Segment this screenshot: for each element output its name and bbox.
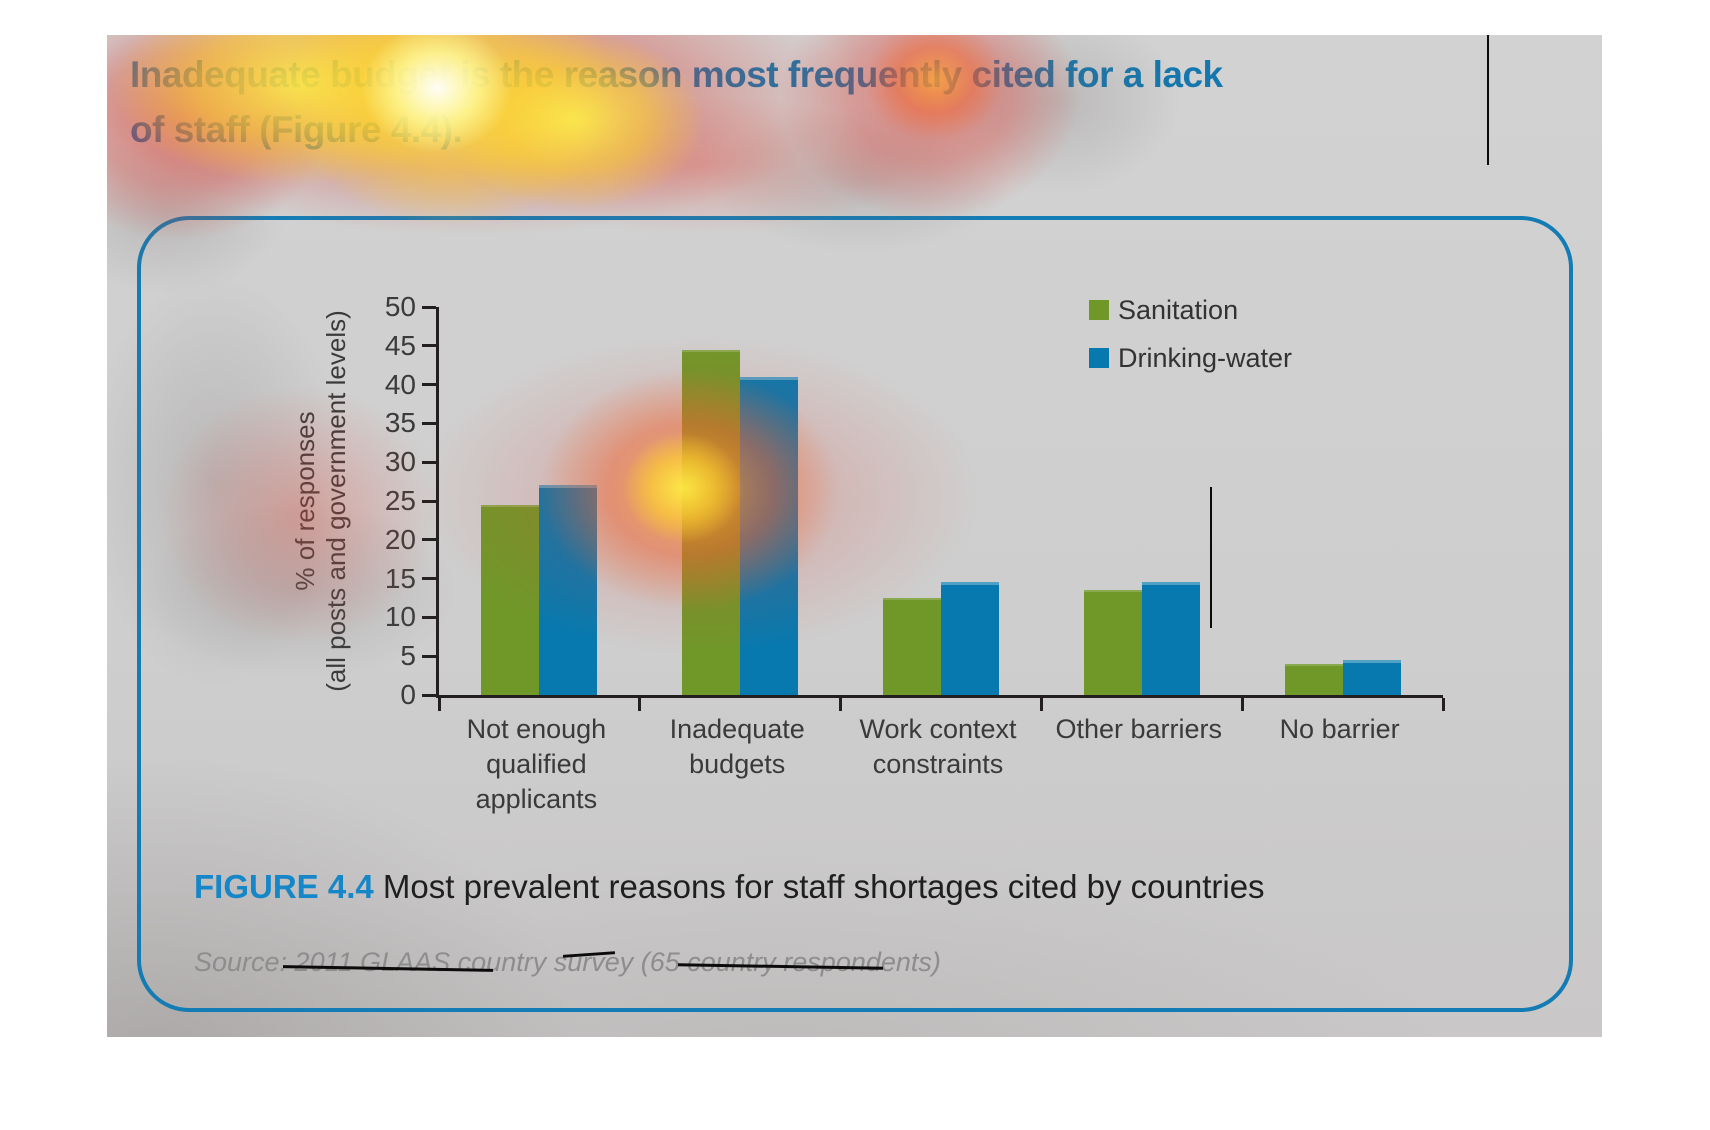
legend-swatch-icon [1089, 348, 1109, 368]
page-heading: Inadequate budget is the reason most fre… [130, 47, 1525, 157]
page-heading-line2: of staff (Figure 4.4). [130, 109, 463, 150]
y-axis-tick [422, 460, 436, 464]
y-axis-tick-label: 10 [384, 601, 416, 633]
category-label: Work context constraints [859, 714, 1017, 779]
x-axis-tick [839, 698, 843, 711]
bar-group-1 [439, 307, 640, 695]
sanitation-bar [1284, 663, 1343, 695]
y-axis-tick-label: 45 [384, 329, 416, 361]
y-axis-tick-label: 20 [384, 523, 416, 555]
x-axis-tick [437, 698, 441, 711]
sanitation-bar [481, 504, 540, 695]
chart-legend: Sanitation Drinking-water [1089, 286, 1292, 382]
figure-caption-label: FIGURE 4.4 [194, 868, 374, 905]
x-axis-tick [1039, 698, 1043, 711]
category-label: Inadequate budgets [669, 714, 805, 779]
y-axis-label-line2: (all posts and government levels) [321, 310, 351, 692]
bar-group-4 [1041, 307, 1242, 695]
y-axis-tick-label: 25 [384, 485, 416, 516]
legend-label: Sanitation [1118, 294, 1239, 325]
y-axis-tick [422, 499, 436, 503]
bar-group-2 [640, 307, 841, 695]
category-label: No barrier [1279, 714, 1400, 744]
y-axis-tick-label: 35 [384, 407, 416, 439]
y-axis-tick [422, 654, 436, 658]
bar-group-3 [841, 307, 1042, 695]
bar-group-5 [1242, 307, 1443, 695]
y-axis-tick-label: 50 [384, 291, 416, 322]
drinking-water-bar [1342, 660, 1401, 695]
x-axis-tick [638, 698, 642, 711]
category-label: Other barriers [1055, 714, 1223, 744]
figure-box: % of responses (all posts and government… [137, 216, 1573, 1012]
y-axis-tick [422, 693, 436, 697]
figure-caption-text: Most prevalent reasons for staff shortag… [373, 868, 1265, 905]
y-axis-tick [422, 577, 436, 581]
drinking-water-bar [1141, 582, 1200, 695]
y-axis-tick [422, 421, 436, 425]
sanitation-bar [1083, 590, 1142, 695]
page-heading-line1: Inadequate budget is the reason most fre… [130, 54, 1223, 95]
figure-caption: FIGURE 4.4 Most prevalent reasons for st… [194, 868, 1265, 906]
legend-label: Drinking-water [1118, 342, 1293, 373]
y-axis-tick-label: 5 [400, 640, 416, 672]
y-axis-tick [422, 615, 436, 619]
drinking-water-bar [940, 582, 999, 695]
legend-item: Drinking-water [1089, 334, 1292, 382]
y-axis-tick [422, 538, 436, 542]
y-axis-tick [422, 383, 436, 387]
y-axis-tick [422, 344, 436, 348]
category-label: Not enough qualified applicants [466, 714, 607, 814]
y-axis-tick-label: 15 [384, 562, 416, 594]
drinking-water-bar [740, 376, 799, 695]
y-axis-tick-label: 30 [384, 446, 416, 478]
x-axis-tick [1240, 698, 1244, 711]
legend-item: Sanitation [1089, 286, 1292, 334]
legend-swatch-icon [1089, 300, 1109, 320]
drinking-water-bar [539, 485, 598, 695]
y-axis-label-line1: % of responses [290, 411, 320, 591]
document-page: Inadequate budget is the reason most fre… [107, 35, 1602, 1037]
sanitation-bar [682, 349, 741, 695]
y-axis-tick-label: 0 [400, 679, 416, 710]
x-axis-tick [1441, 698, 1445, 711]
y-axis-tick [422, 305, 436, 309]
y-axis-tick-label: 40 [384, 368, 416, 400]
figure-source: Source: 2011 GLAAS country survey (65 co… [194, 947, 941, 977]
sanitation-bar [882, 598, 941, 695]
